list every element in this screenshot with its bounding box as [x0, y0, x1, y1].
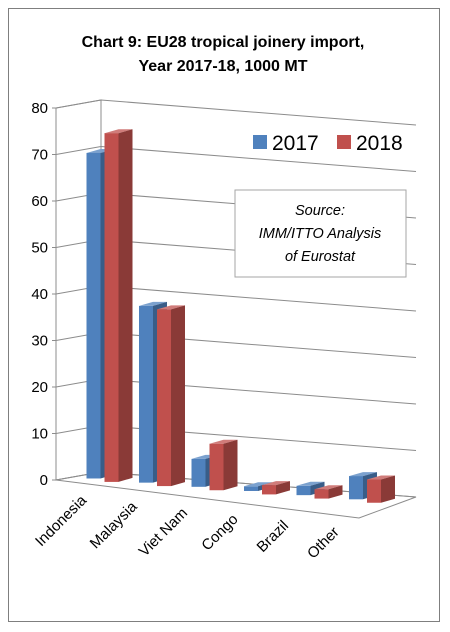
bars — [86, 129, 395, 503]
bar-viet-nam-2018 — [209, 439, 238, 491]
source-note-box: Source: IMM/ITTO Analysis of Eurostat — [234, 189, 407, 278]
y-tick-label: 10 — [31, 426, 48, 443]
category-label: Brazil — [254, 517, 293, 556]
bar-indonesia-2018 — [104, 129, 133, 482]
source-note-border — [234, 189, 407, 278]
bar-brazil-2018 — [314, 485, 343, 499]
y-tick-label: 50 — [31, 240, 48, 257]
category-label: Other — [304, 524, 343, 563]
y-tick-label: 40 — [31, 286, 48, 303]
legend-label-2018: 2018 — [356, 132, 403, 155]
category-label: Congo — [198, 511, 241, 554]
chart-title-line-1: Chart 9: EU28 tropical joinery import, — [82, 34, 365, 51]
y-tick-label: 80 — [31, 100, 48, 117]
y-tick-label: 30 — [31, 333, 48, 350]
bar-malaysia-2018 — [157, 305, 185, 487]
y-axis-ticks: 0 10 20 30 40 50 60 70 80 — [31, 100, 48, 489]
source-note-line-2: IMM/ITTO Analysis — [259, 226, 381, 242]
category-label: Indonesia — [32, 492, 90, 550]
bar-congo-2018 — [262, 481, 290, 495]
chart-svg: Chart 9: EU28 tropical joinery import, Y… — [31, 34, 417, 563]
category-label: Viet Nam — [136, 505, 191, 560]
source-note-line-3: of Eurostat — [285, 249, 356, 265]
source-note-line-1: Source: — [295, 203, 345, 219]
chart-frame: Chart 9: EU28 tropical joinery import, Y… — [8, 8, 440, 622]
legend-label-2017: 2017 — [272, 132, 319, 155]
y-tick-label: 60 — [31, 193, 48, 210]
bar-other-2018 — [367, 475, 395, 503]
chart-title-line-2: Year 2017-18, 1000 MT — [138, 58, 307, 75]
legend: 2017 2018 — [253, 132, 403, 155]
y-tick-label: 20 — [31, 379, 48, 396]
category-label: Malaysia — [87, 498, 141, 552]
y-tick-label: 70 — [31, 147, 48, 164]
legend-swatch-2017 — [253, 135, 267, 149]
y-tick-label: 0 — [40, 472, 48, 489]
legend-swatch-2018 — [337, 135, 351, 149]
